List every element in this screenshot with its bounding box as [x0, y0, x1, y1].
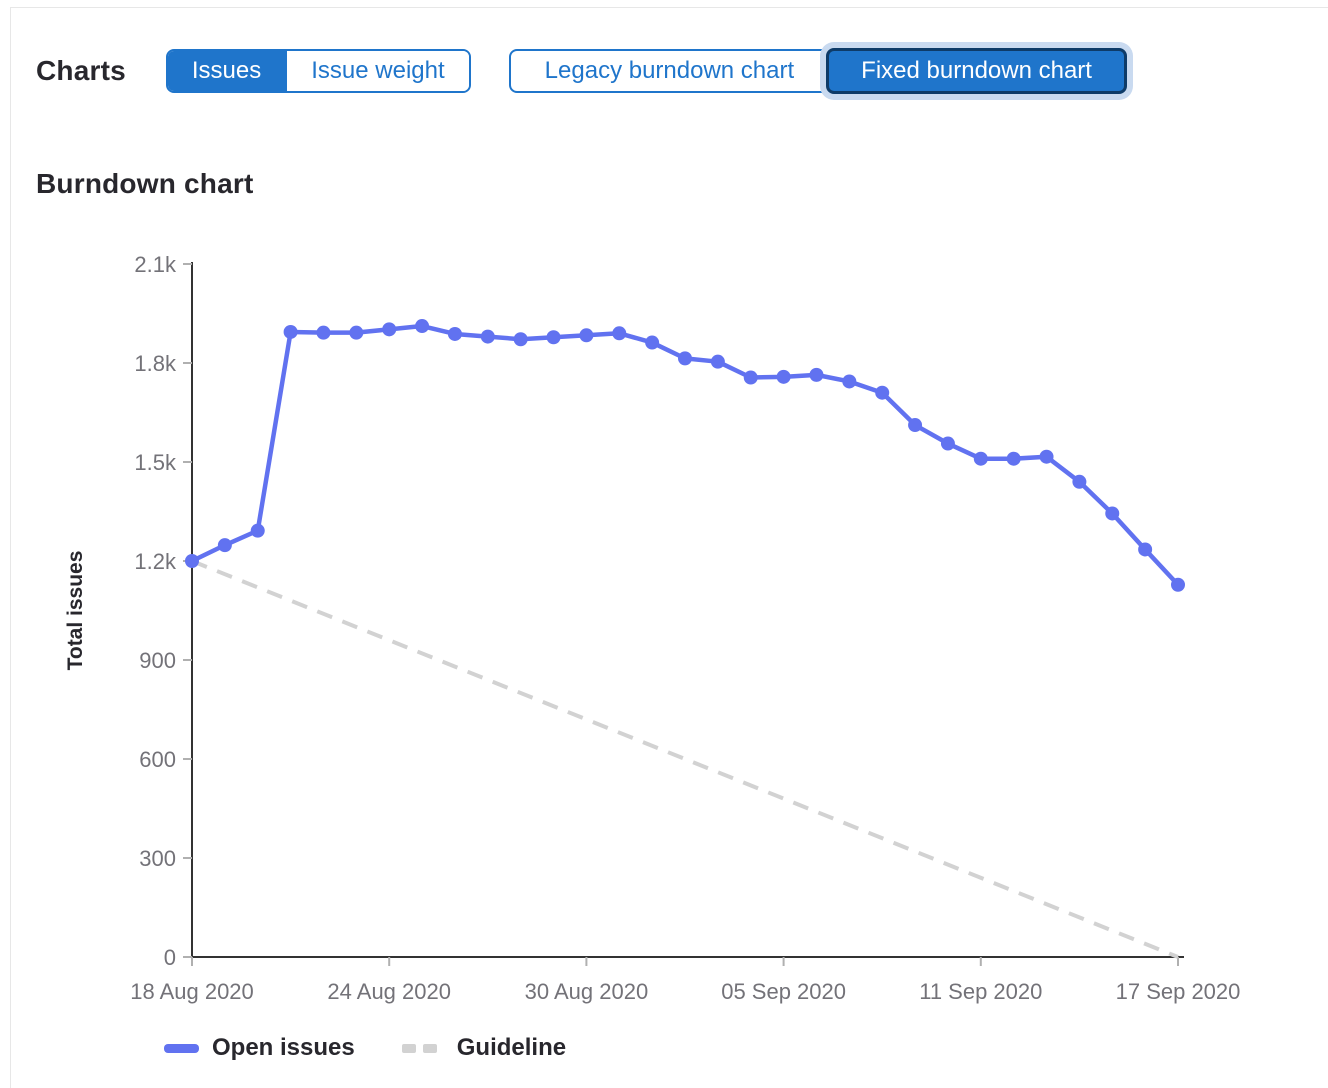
- chart-legend: Open issues Guideline: [164, 1034, 566, 1062]
- svg-text:30 Aug 2020: 30 Aug 2020: [525, 979, 649, 1004]
- legend-label-open-issues: Open issues: [212, 1034, 355, 1061]
- issue-weight-toggle-button[interactable]: Issue weight: [285, 51, 469, 91]
- svg-text:2.1k: 2.1k: [134, 252, 177, 277]
- svg-text:18 Aug 2020: 18 Aug 2020: [130, 979, 254, 1004]
- burndown-chart: 0 300 600 900 1.2k 1.5k 1.8k 2.1k 18 Aug 2020 24 …: [64, 252, 1241, 1004]
- fixed-burndown-chart-button[interactable]: Fixed burndown chart: [826, 48, 1127, 94]
- header-row: Charts Issues Issue weight Legacy burndo…: [36, 48, 1127, 94]
- legacy-burndown-chart-button[interactable]: Legacy burndown chart: [508, 49, 831, 93]
- guideline-dash-swatch: [401, 1043, 444, 1053]
- svg-text:1.2k: 1.2k: [134, 549, 177, 574]
- svg-text:1.5k: 1.5k: [134, 450, 177, 475]
- burndown-chart-heading: Burndown chart: [36, 168, 254, 199]
- legend-item-open-issues: Open issues: [164, 1034, 355, 1062]
- svg-text:24 Aug 2020: 24 Aug 2020: [327, 979, 451, 1004]
- page-title: Charts: [36, 55, 126, 86]
- svg-text:05 Sep 2020: 05 Sep 2020: [721, 979, 846, 1004]
- svg-text:600: 600: [139, 747, 176, 772]
- svg-text:300: 300: [139, 846, 176, 871]
- svg-text:11 Sep 2020: 11 Sep 2020: [919, 979, 1042, 1004]
- svg-text:900: 900: [139, 648, 176, 673]
- issues-toggle-button[interactable]: Issues: [167, 51, 286, 91]
- chart-type-toggle-group: Legacy burndown chart Fixed burndown cha…: [508, 48, 1127, 94]
- svg-text:1.8k: 1.8k: [134, 351, 177, 376]
- svg-text:Total issues: Total issues: [64, 551, 87, 671]
- svg-text:0: 0: [164, 945, 176, 970]
- legend-label-guideline: Guideline: [456, 1034, 567, 1061]
- svg-text:17 Sep 2020: 17 Sep 2020: [1116, 979, 1241, 1004]
- open-issues-line-swatch: [164, 1043, 199, 1053]
- legend-item-guideline: Guideline: [355, 1034, 566, 1062]
- metric-toggle-group: Issues Issue weight: [165, 49, 471, 93]
